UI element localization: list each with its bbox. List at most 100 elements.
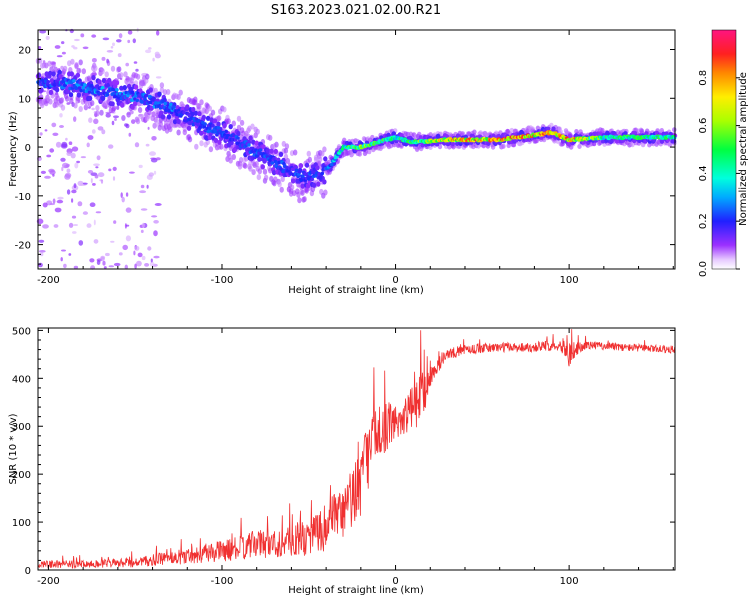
- heatmap-cell: [163, 101, 168, 106]
- heatmap-cell: [248, 135, 253, 141]
- heatmap-cell: [104, 71, 109, 78]
- heatmap-cell: [149, 151, 156, 156]
- heatmap-cell: [285, 158, 291, 164]
- heatmap-cell: [77, 86, 82, 90]
- heatmap-cell: [135, 68, 139, 72]
- heatmap-cell: [71, 45, 75, 48]
- heatmap-cell: [260, 157, 265, 162]
- heatmap-cell: [57, 196, 64, 200]
- heatmap-cell: [138, 164, 143, 169]
- y-tick-label: 100: [12, 518, 31, 529]
- heatmap-cell: [357, 151, 362, 157]
- heatmap-cell: [59, 97, 65, 104]
- heatmap-cell: [172, 105, 176, 109]
- heatmap-cell: [74, 162, 79, 169]
- heatmap-cell: [140, 208, 148, 211]
- heatmap-cell: [203, 122, 207, 126]
- heatmap-cell: [114, 118, 117, 121]
- y-tick-label: 0: [25, 143, 31, 154]
- heatmap-cell: [88, 117, 93, 123]
- heatmap-cell: [213, 137, 219, 143]
- heatmap-cell: [89, 258, 95, 263]
- heatmap-cell: [135, 73, 141, 80]
- heatmap-cell: [91, 58, 97, 63]
- heatmap-cell: [157, 91, 162, 97]
- heatmap-cell: [254, 161, 259, 167]
- heatmap-cell: [391, 131, 396, 137]
- spectrogram-x-ticks: -200 -100 0 100: [37, 30, 674, 286]
- heatmap-cell: [61, 249, 66, 252]
- heatmap-cell: [81, 68, 87, 75]
- heatmap-cell: [125, 62, 129, 67]
- heatmap-cell: [284, 143, 290, 150]
- heatmap-cell: [120, 102, 125, 108]
- heatmap-cell: [61, 79, 65, 84]
- heatmap-cell: [154, 101, 158, 105]
- heatmap-cell: [257, 168, 262, 175]
- heatmap-cell: [297, 197, 302, 204]
- heatmap-cell: [125, 235, 131, 242]
- heatmap-cell: [644, 131, 649, 137]
- heatmap-cell: [130, 104, 135, 110]
- heatmap-cell: [133, 84, 139, 90]
- colorbar: 0.0 0.2 0.4 0.6 0.8 Normalized spectral ampl…: [698, 29, 749, 277]
- heatmap-cell: [140, 229, 144, 233]
- heatmap-cell: [112, 166, 117, 171]
- heatmap-cell: [140, 184, 145, 189]
- heatmap-cell: [139, 190, 147, 194]
- heatmap-cell: [36, 72, 42, 78]
- heatmap-cell: [52, 132, 59, 136]
- heatmap-cell: [132, 38, 136, 44]
- heatmap-cell: [78, 106, 83, 112]
- heatmap-cell: [300, 189, 305, 196]
- heatmap-cell: [108, 168, 112, 172]
- heatmap-cell: [277, 181, 282, 188]
- snr-y-ticks: 0 100 200 300 400 500: [12, 326, 675, 577]
- heatmap-cell: [147, 246, 152, 251]
- heatmap-cell: [86, 142, 90, 148]
- heatmap-cell: [143, 97, 147, 101]
- heatmap-cell: [211, 123, 215, 128]
- heatmap-cell: [199, 140, 204, 147]
- heatmap-cell: [217, 115, 222, 122]
- heatmap-cell: [82, 46, 89, 50]
- heatmap-cell: [290, 167, 295, 172]
- heatmap-cell: [82, 211, 88, 215]
- heatmap-cell: [97, 126, 104, 131]
- snr-y-label: SNR (10 * v/v): [8, 413, 19, 484]
- heatmap-cell: [190, 111, 195, 117]
- heatmap-cell: [144, 263, 150, 267]
- heatmap-cell: [251, 169, 256, 176]
- heatmap-cell: [158, 121, 164, 128]
- heatmap-cell: [672, 127, 677, 133]
- heatmap-cell: [141, 255, 146, 261]
- heatmap-cell: [294, 168, 299, 173]
- heatmap-cell: [271, 170, 277, 176]
- heatmap-cell: [254, 154, 259, 158]
- heatmap-cell: [142, 222, 145, 228]
- heatmap-cell: [63, 263, 67, 269]
- heatmap-cell: [76, 160, 80, 164]
- heatmap-cell: [210, 109, 216, 116]
- heatmap-cell: [254, 140, 259, 146]
- heatmap-cell: [119, 85, 124, 91]
- heatmap-cell: [236, 115, 242, 122]
- heatmap-cell: [61, 51, 66, 55]
- heatmap-cell: [267, 161, 272, 165]
- heatmap-cell: [161, 99, 165, 104]
- heatmap-cell: [405, 131, 410, 137]
- heatmap-cell: [153, 170, 157, 175]
- heatmap-cell: [148, 172, 154, 177]
- colorbar-tick-label: 0.0: [698, 261, 709, 277]
- heatmap-cell: [60, 257, 63, 262]
- heatmap-cell: [58, 74, 63, 80]
- heatmap-cell: [90, 178, 93, 184]
- heatmap-cell: [111, 120, 115, 126]
- heatmap-cell: [60, 104, 66, 111]
- heatmap-cell: [302, 196, 307, 203]
- heatmap-cell: [255, 128, 260, 135]
- heatmap-cell: [301, 174, 305, 178]
- heatmap-cell: [89, 202, 96, 207]
